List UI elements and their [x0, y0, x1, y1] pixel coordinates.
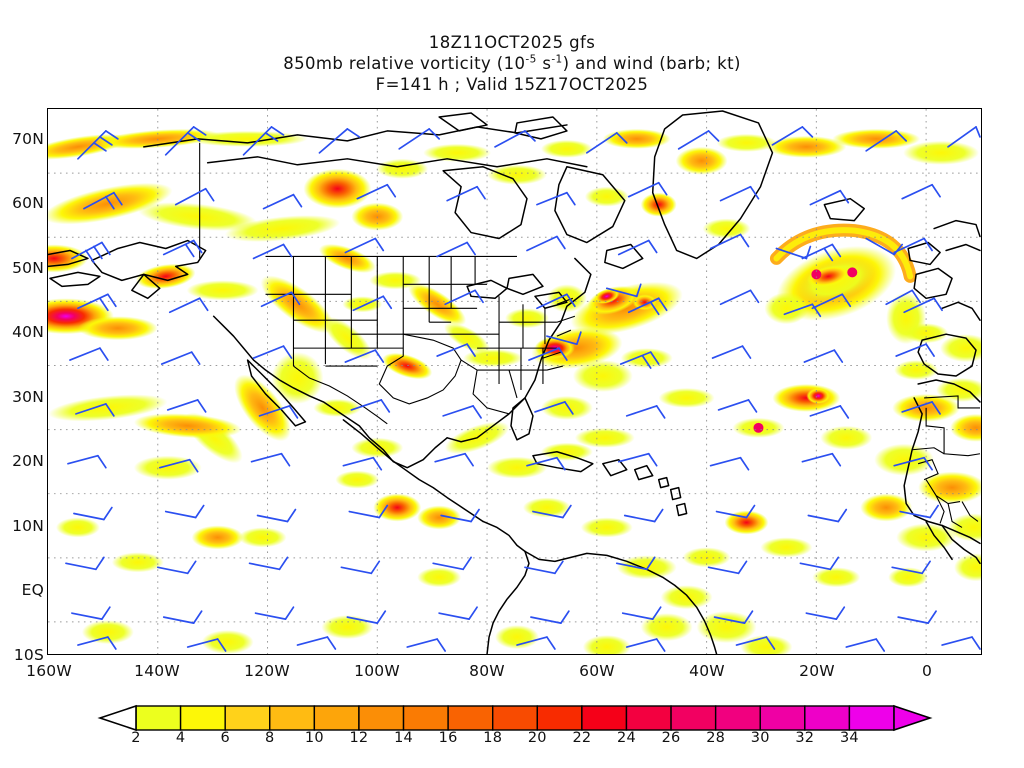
coastlines — [48, 110, 981, 654]
colorbar-cell — [848, 705, 895, 731]
colorbar-cell — [581, 705, 628, 731]
colorbar-cell — [313, 705, 360, 731]
colorbar-cell — [135, 705, 182, 731]
colorbar-tick-label: 26 — [661, 730, 681, 746]
colorbar-cell — [670, 705, 717, 731]
colorbar — [0, 700, 1024, 760]
colorbar-under-arrow — [97, 704, 137, 732]
colorbar-tick-label: 32 — [795, 730, 815, 746]
x-tick-80w: 80W — [469, 662, 505, 680]
title-exponent-units: -5 — [525, 53, 537, 66]
colorbar-cell — [492, 705, 538, 731]
colorbar-tick-label: 22 — [572, 730, 592, 746]
map-canvas — [48, 109, 981, 654]
chart-title-block: 18Z11OCT2025 gfs 850mb relative vorticit… — [0, 32, 1024, 95]
y-tick-10n: 10N — [12, 517, 44, 535]
y-tick-30n: 30N — [12, 388, 44, 406]
title-line-model: 18Z11OCT2025 gfs — [428, 33, 596, 52]
political-borders — [199, 142, 981, 528]
y-tick-50n: 50N — [12, 259, 44, 277]
colorbar-cell — [179, 705, 226, 731]
colorbar-tick-label: 10 — [304, 730, 324, 746]
colorbar-cell — [402, 705, 449, 731]
x-tick-20w: 20W — [799, 662, 835, 680]
x-tick-40w: 40W — [689, 662, 725, 680]
colorbar-tick-label: 28 — [706, 730, 726, 746]
x-tick-60w: 60W — [579, 662, 615, 680]
title-exponent-seconds: -1 — [551, 53, 563, 66]
x-tick-120w: 120W — [244, 662, 290, 680]
colorbar-cell — [269, 705, 316, 731]
colorbar-tick-label: 18 — [483, 730, 503, 746]
colorbar-tick-label: 14 — [394, 730, 413, 746]
title-line-valid: F=141 h ; Valid 15Z17OCT2025 — [375, 75, 649, 94]
colorbar-tick-label: 30 — [750, 730, 770, 746]
map-plot-area — [47, 108, 982, 655]
colorbar-tick-label: 6 — [220, 730, 230, 746]
y-tick-40n: 40N — [12, 323, 44, 341]
y-tick-60n: 60N — [12, 194, 44, 212]
colorbar-cell — [358, 705, 405, 731]
map-gridlines — [48, 109, 981, 654]
colorbar-tick-label: 12 — [349, 730, 369, 746]
title-line-field: 850mb relative vorticity (10-5 s-1) and … — [0, 53, 1024, 74]
colorbar-tick-label: 20 — [527, 730, 547, 746]
title-field-pre: 850mb relative vorticity (10 — [283, 54, 526, 73]
colorbar-tick-label: 34 — [839, 730, 859, 746]
colorbar-cell — [714, 705, 761, 731]
y-tick-70n: 70N — [12, 130, 44, 148]
colorbar-svg — [97, 704, 933, 732]
colorbar-tick-label: 2 — [131, 730, 141, 746]
colorbar-cells — [135, 705, 895, 731]
colorbar-cell — [536, 705, 583, 731]
colorbar-cell — [625, 705, 672, 731]
y-tick-eq: EQ — [21, 581, 44, 599]
colorbar-cell — [224, 705, 271, 731]
y-tick-20n: 20N — [12, 452, 44, 470]
colorbar-tick-label: 16 — [438, 730, 458, 746]
colorbar-cell — [759, 705, 806, 731]
colorbar-tick-label: 4 — [175, 730, 186, 746]
colorbar-tick-label: 8 — [265, 730, 275, 746]
colorbar-over-arrow — [893, 704, 933, 732]
x-tick-0: 0 — [921, 662, 933, 680]
colorbar-cell — [804, 705, 851, 731]
colorbar-cell — [447, 705, 494, 731]
title-field-mid: s — [536, 54, 552, 73]
colorbar-tick-label: 24 — [617, 730, 636, 746]
wind-barbs — [65, 126, 981, 652]
title-field-post: ) and wind (barb; kt) — [562, 54, 741, 73]
y-tick-10s: 10S — [13, 646, 44, 664]
x-tick-100w: 100W — [354, 662, 400, 680]
x-tick-160w: 160W — [26, 662, 72, 680]
x-tick-140w: 140W — [134, 662, 180, 680]
